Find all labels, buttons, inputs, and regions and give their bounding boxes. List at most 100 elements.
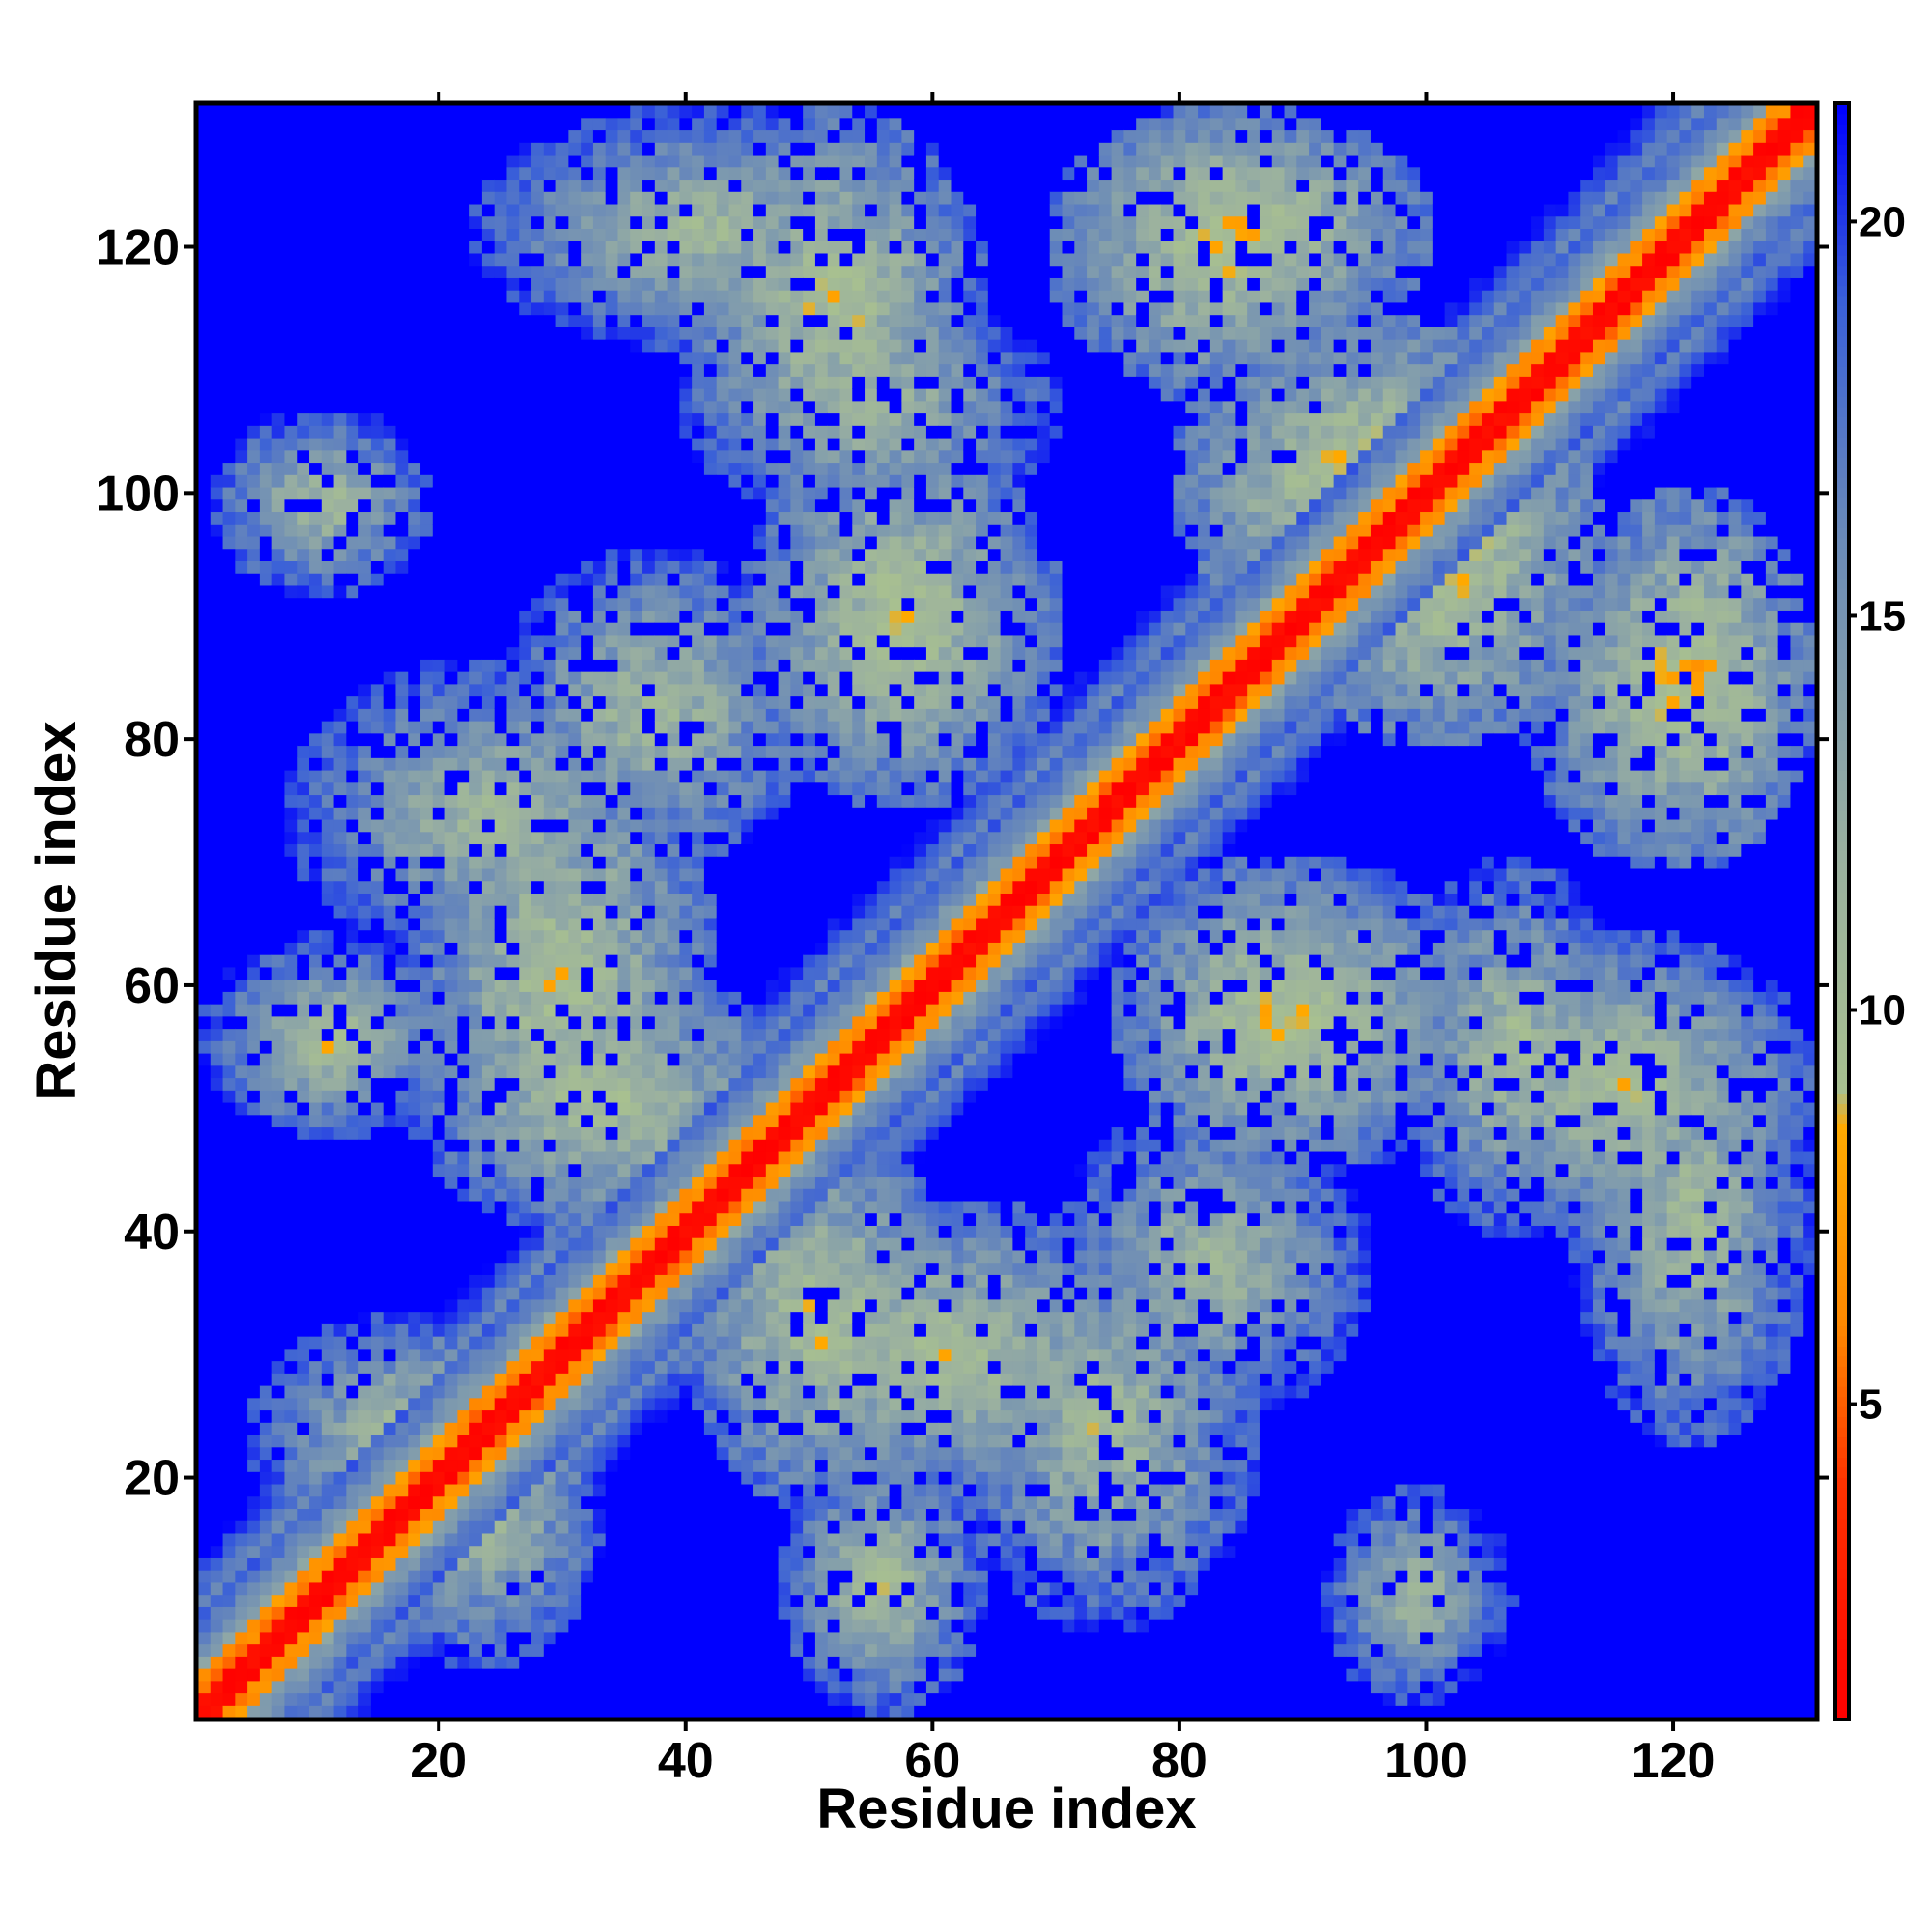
heatmap-cell	[592, 425, 607, 439]
heatmap-cell	[222, 573, 236, 586]
heatmap-cell	[432, 1594, 446, 1607]
heatmap-cell	[581, 486, 594, 500]
heatmap-cell	[346, 228, 359, 242]
heatmap-cell	[605, 314, 619, 327]
heatmap-cell	[444, 1065, 458, 1079]
heatmap-cell	[383, 1643, 397, 1657]
heatmap-cell	[420, 1495, 434, 1510]
heatmap-cell	[271, 277, 286, 291]
heatmap-cell	[309, 215, 323, 229]
heatmap-cell	[568, 117, 582, 131]
heatmap-cell	[506, 1668, 520, 1682]
heatmap-cell	[605, 843, 619, 857]
heatmap-cell	[309, 880, 323, 894]
heatmap-cell	[420, 745, 434, 758]
heatmap-cell	[592, 241, 607, 254]
heatmap-cell	[592, 893, 607, 906]
heatmap-cell	[358, 1336, 372, 1350]
heatmap-cell	[271, 807, 286, 820]
heatmap-cell	[259, 351, 273, 365]
heatmap-cell	[630, 1409, 643, 1423]
heatmap-cell	[581, 1619, 594, 1633]
heatmap-cell	[333, 1373, 347, 1386]
heatmap-cell	[444, 105, 458, 119]
heatmap-cell	[568, 265, 582, 278]
heatmap-cell	[395, 1126, 409, 1140]
heatmap-cell	[395, 1028, 409, 1041]
heatmap-cell	[654, 486, 668, 500]
heatmap-cell	[642, 818, 656, 833]
heatmap-cell	[408, 511, 421, 525]
heatmap-cell	[432, 1557, 446, 1571]
heatmap-cell	[654, 425, 668, 439]
heatmap-cell	[654, 1298, 668, 1313]
heatmap-cell	[222, 721, 236, 734]
heatmap-cell	[469, 560, 483, 574]
heatmap-cell	[346, 252, 359, 267]
heatmap-cell	[568, 1311, 582, 1324]
heatmap-cell	[321, 524, 335, 537]
heatmap-cell	[259, 548, 273, 561]
heatmap-cell	[481, 327, 496, 340]
heatmap-cell	[321, 831, 335, 845]
heatmap-cell	[592, 388, 607, 402]
heatmap-cell	[271, 1495, 286, 1510]
heatmap-cell	[259, 1212, 273, 1226]
heatmap-cell	[321, 437, 335, 451]
heatmap-cell	[543, 376, 557, 389]
heatmap-cell	[605, 1409, 619, 1423]
heatmap-cell	[271, 1090, 286, 1103]
heatmap-cell	[494, 1151, 508, 1165]
heatmap-cell	[284, 721, 298, 734]
heatmap-cell	[494, 905, 508, 919]
heatmap-cell	[395, 991, 409, 1005]
heatmap-cell	[235, 1606, 248, 1620]
heatmap-cell	[494, 1459, 508, 1472]
heatmap-cell	[531, 1643, 545, 1657]
heatmap-cell	[271, 745, 286, 758]
heatmap-cell	[284, 732, 298, 747]
heatmap-cell	[247, 1311, 261, 1324]
heatmap-cell	[469, 1126, 483, 1140]
heatmap-cell	[617, 1090, 631, 1103]
heatmap-cell	[519, 818, 532, 833]
heatmap-cell	[222, 1040, 236, 1054]
heatmap-cell	[235, 1545, 248, 1558]
heatmap-cell	[506, 966, 520, 980]
heatmap-cell	[346, 1323, 359, 1337]
heatmap-cell	[568, 376, 582, 389]
heatmap-cell	[284, 535, 298, 550]
heatmap-cell	[408, 1090, 421, 1103]
heatmap-cell	[581, 548, 594, 561]
heatmap-cell	[259, 1249, 273, 1264]
heatmap-cell	[408, 437, 421, 451]
heatmap-cell	[346, 622, 359, 636]
heatmap-cell	[444, 1656, 458, 1669]
heatmap-cell	[555, 1373, 569, 1386]
heatmap-cell	[420, 880, 434, 894]
heatmap-cell	[284, 597, 298, 611]
heatmap-cell	[494, 117, 508, 131]
heatmap-cell	[358, 683, 372, 697]
heatmap-cell	[457, 1532, 470, 1547]
heatmap-cell	[222, 154, 236, 168]
heatmap-cell	[395, 942, 409, 955]
heatmap-cell	[383, 745, 397, 758]
heatmap-cell	[605, 179, 619, 192]
heatmap-cell	[235, 1040, 248, 1054]
heatmap-cell	[543, 203, 557, 217]
heatmap-cell	[531, 1446, 545, 1461]
heatmap-cell	[259, 683, 273, 697]
heatmap-cell	[506, 105, 520, 119]
heatmap-cell	[309, 1360, 323, 1374]
heatmap-cell	[555, 1028, 569, 1041]
heatmap-cell	[235, 1348, 248, 1362]
heatmap-cell	[581, 1495, 594, 1510]
heatmap-cell	[592, 646, 607, 660]
heatmap-cell	[333, 1397, 347, 1411]
heatmap-cell	[494, 646, 508, 660]
heatmap-cell	[617, 818, 631, 833]
heatmap-cell	[210, 1114, 224, 1128]
heatmap-cell	[370, 154, 384, 168]
heatmap-cell	[198, 1471, 212, 1485]
